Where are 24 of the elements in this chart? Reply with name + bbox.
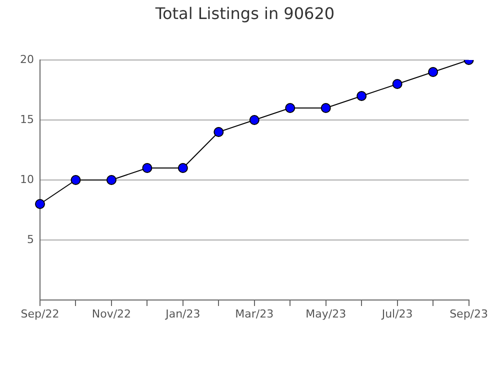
- y-tick-label: 15: [20, 112, 34, 126]
- point: [428, 67, 438, 77]
- y-tick-label: 10: [20, 172, 34, 186]
- y-tick-label: 20: [20, 52, 34, 66]
- y-tick-label: 5: [27, 232, 34, 246]
- x-tick-label: Sep/22: [20, 307, 60, 320]
- point: [35, 199, 45, 209]
- point: [320, 103, 331, 113]
- point: [392, 79, 402, 89]
- x-tick-label: May/23: [306, 307, 346, 320]
- point: [249, 115, 260, 125]
- point: [214, 127, 224, 137]
- chart-title: Total Listings in 90620: [154, 4, 335, 24]
- point: [70, 175, 81, 185]
- x-tick-label: Sep/23: [450, 307, 488, 320]
- point: [178, 163, 188, 173]
- point: [356, 91, 367, 101]
- point: [285, 103, 296, 113]
- x-tick-label: Nov/22: [92, 307, 132, 320]
- x-tick-label: Jul/23: [380, 307, 413, 320]
- x-tick-label: Mar/23: [235, 307, 274, 320]
- x-tick-label: Jan/23: [164, 307, 200, 320]
- point: [106, 175, 116, 185]
- point: [142, 163, 152, 173]
